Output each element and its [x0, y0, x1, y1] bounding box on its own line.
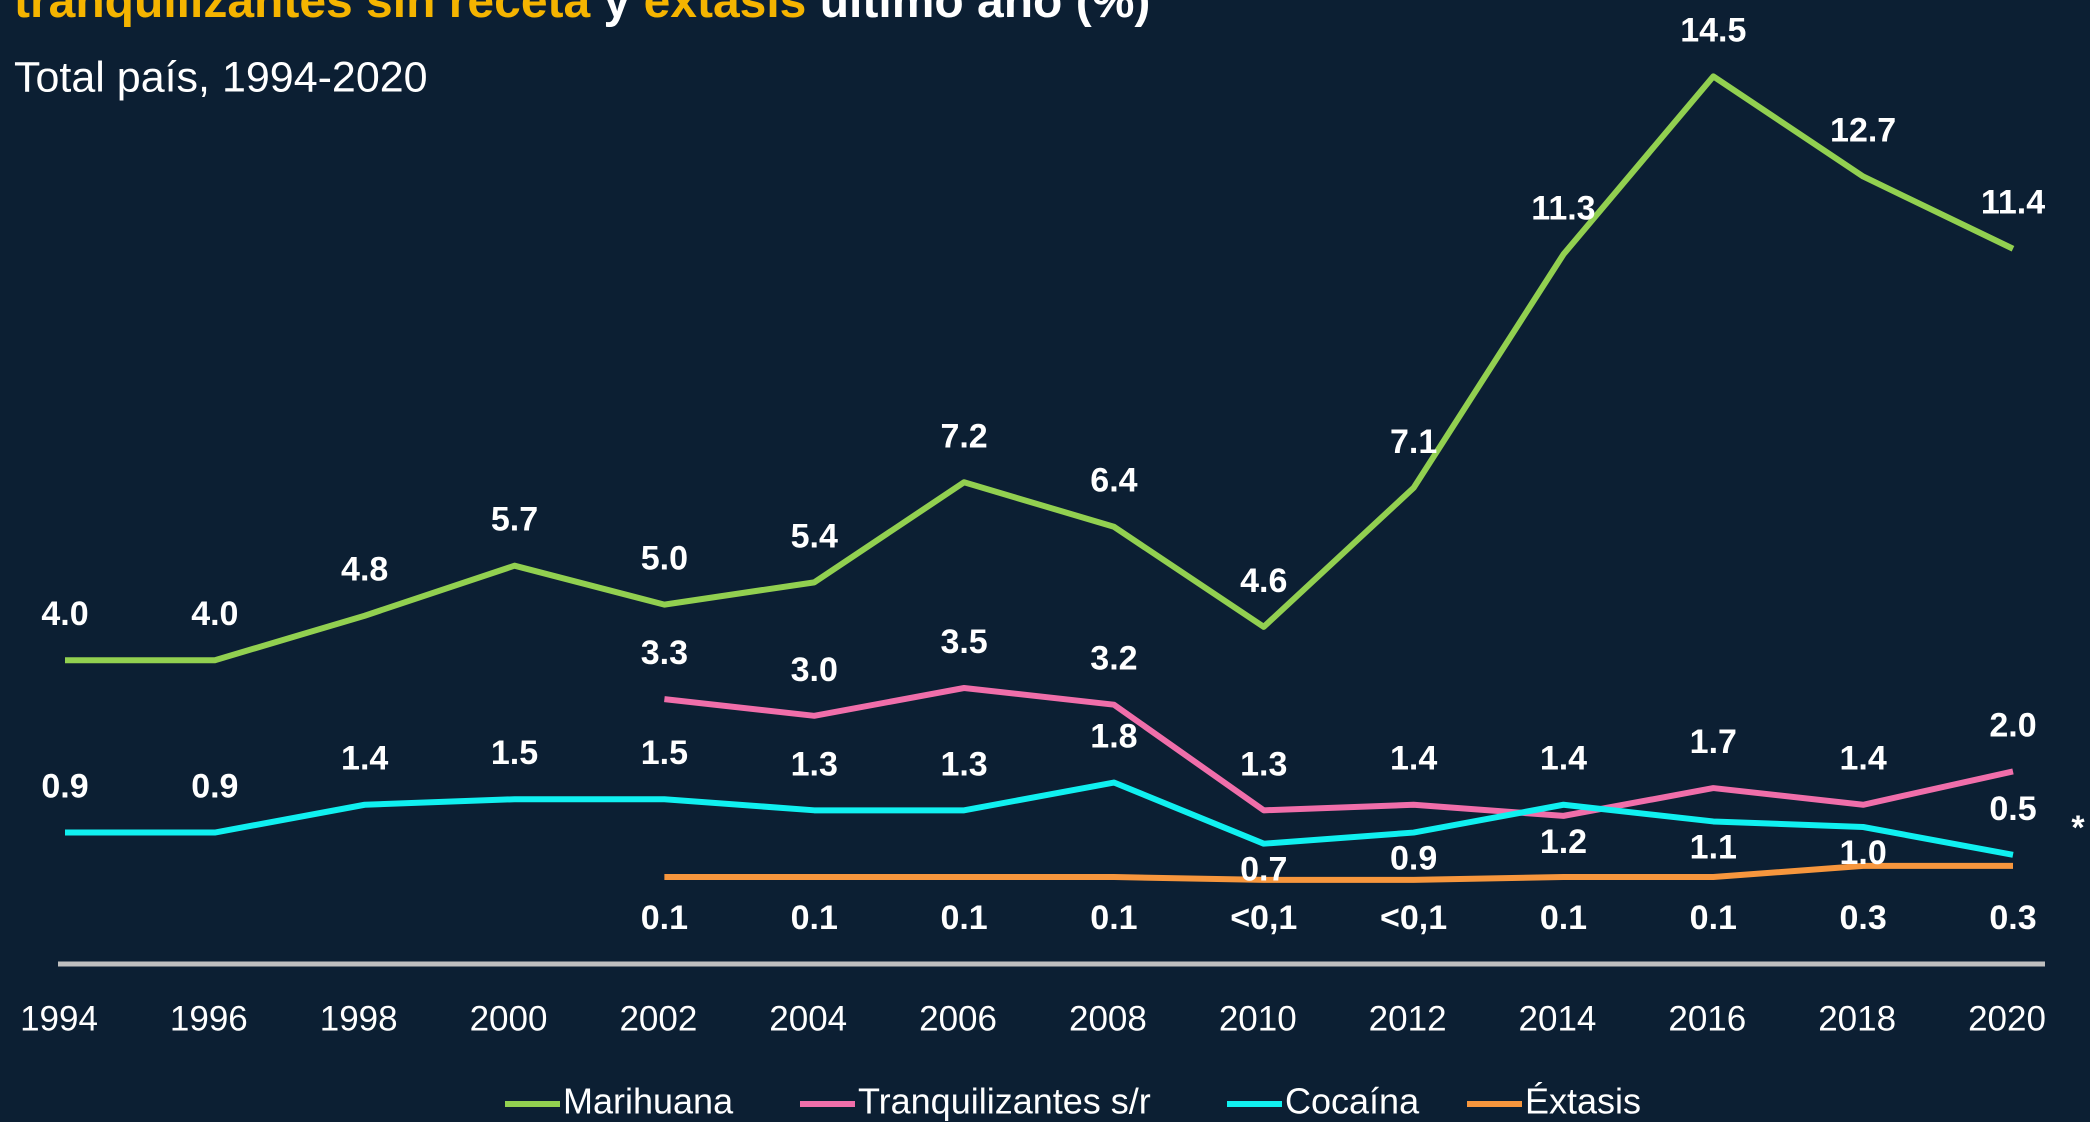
data-label: 1.1 [1690, 828, 1737, 866]
title-part: tranquilizantes sin receta [14, 0, 590, 28]
data-label: 4.8 [341, 551, 388, 589]
data-label: 0.5 [1989, 790, 2036, 828]
series-line [664, 862, 2013, 883]
data-label: 0.1 [1690, 899, 1737, 937]
data-label: 0.9 [191, 768, 238, 806]
x-tick-label: 2014 [1519, 999, 1597, 1038]
legend-label: Marihuana [563, 1081, 734, 1122]
data-label: 5.7 [491, 501, 538, 539]
chart-subtitle: Total país, 1994-2020 [14, 53, 428, 101]
legend-label: Tranquilizantes s/r [858, 1081, 1151, 1122]
x-tick-label: 1996 [170, 999, 248, 1038]
data-label: 3.0 [791, 651, 838, 689]
legend-label: Cocaína [1285, 1081, 1420, 1122]
data-label: 0.1 [791, 899, 838, 937]
data-label: 1.7 [1690, 723, 1737, 761]
data-label: 1.5 [491, 734, 538, 772]
data-label: 11.4 [1981, 184, 2045, 222]
data-label: 12.7 [1830, 111, 1896, 149]
data-label: 1.3 [791, 745, 838, 783]
data-label: 1.4 [1390, 740, 1437, 778]
data-label: 4.0 [41, 595, 88, 633]
x-tick-label: 2006 [919, 999, 997, 1038]
data-label: 3.2 [1090, 640, 1137, 678]
x-tick-label: 1998 [320, 999, 398, 1038]
chart-title: tranquilizantes sin receta y éxtasis últ… [14, 0, 1150, 28]
title-part: éxtasis [644, 0, 807, 28]
x-tick-label: 1994 [20, 999, 98, 1038]
x-tick-label: 2008 [1069, 999, 1147, 1038]
data-label: 0.3 [1989, 899, 2036, 937]
data-label: 1.5 [641, 734, 688, 772]
annotation: * [2071, 809, 2085, 847]
x-tick-label: 2002 [619, 999, 697, 1038]
data-label: 5.4 [791, 517, 838, 555]
data-label: 0.1 [1090, 899, 1137, 937]
data-label: 3.5 [940, 623, 987, 661]
data-label: 1.3 [940, 745, 987, 783]
series-line [65, 779, 2014, 858]
data-label: 1.4 [1540, 740, 1587, 778]
data-label: 5.0 [641, 540, 688, 578]
data-label: 4.6 [1240, 562, 1287, 600]
series-line [664, 685, 2014, 819]
data-label: 4.0 [191, 595, 238, 633]
data-label: 2.0 [1989, 706, 2036, 744]
data-label: 0.1 [641, 899, 688, 937]
data-label: 0.1 [940, 899, 987, 937]
title-part: último año (%) [820, 0, 1151, 28]
x-tick-label: 2020 [1968, 999, 2046, 1038]
data-label: 0.3 [1840, 899, 1887, 937]
data-label: 0.7 [1240, 851, 1287, 889]
x-tick-label: 2012 [1369, 999, 1447, 1038]
title-part: y [604, 0, 631, 28]
data-label: 1.4 [341, 740, 388, 778]
data-label: 1.3 [1240, 745, 1287, 783]
data-label: 0.9 [41, 768, 88, 806]
data-label: 1.8 [1090, 718, 1137, 756]
x-tick-label: 2016 [1668, 999, 1746, 1038]
data-label: 0.9 [1390, 840, 1437, 878]
data-label: 3.3 [641, 634, 688, 672]
data-label: 6.4 [1090, 462, 1137, 500]
data-label: 1.0 [1840, 834, 1887, 872]
data-label: 1.2 [1540, 823, 1587, 861]
legend-label: Éxtasis [1525, 1081, 1641, 1122]
data-label: 14.5 [1680, 11, 1746, 49]
data-label: <0,1 [1230, 899, 1297, 937]
data-label: 1.4 [1840, 740, 1887, 778]
x-tick-label: 2010 [1219, 999, 1297, 1038]
data-label: 11.3 [1531, 189, 1595, 227]
data-label: <0,1 [1380, 899, 1447, 937]
data-label: 0.1 [1540, 899, 1587, 937]
data-label: 7.1 [1390, 423, 1437, 461]
data-label: 7.2 [940, 417, 987, 455]
x-tick-label: 2004 [769, 999, 847, 1038]
x-tick-label: 2018 [1818, 999, 1896, 1038]
x-tick-label: 2000 [470, 999, 548, 1038]
series-line [65, 73, 2015, 664]
